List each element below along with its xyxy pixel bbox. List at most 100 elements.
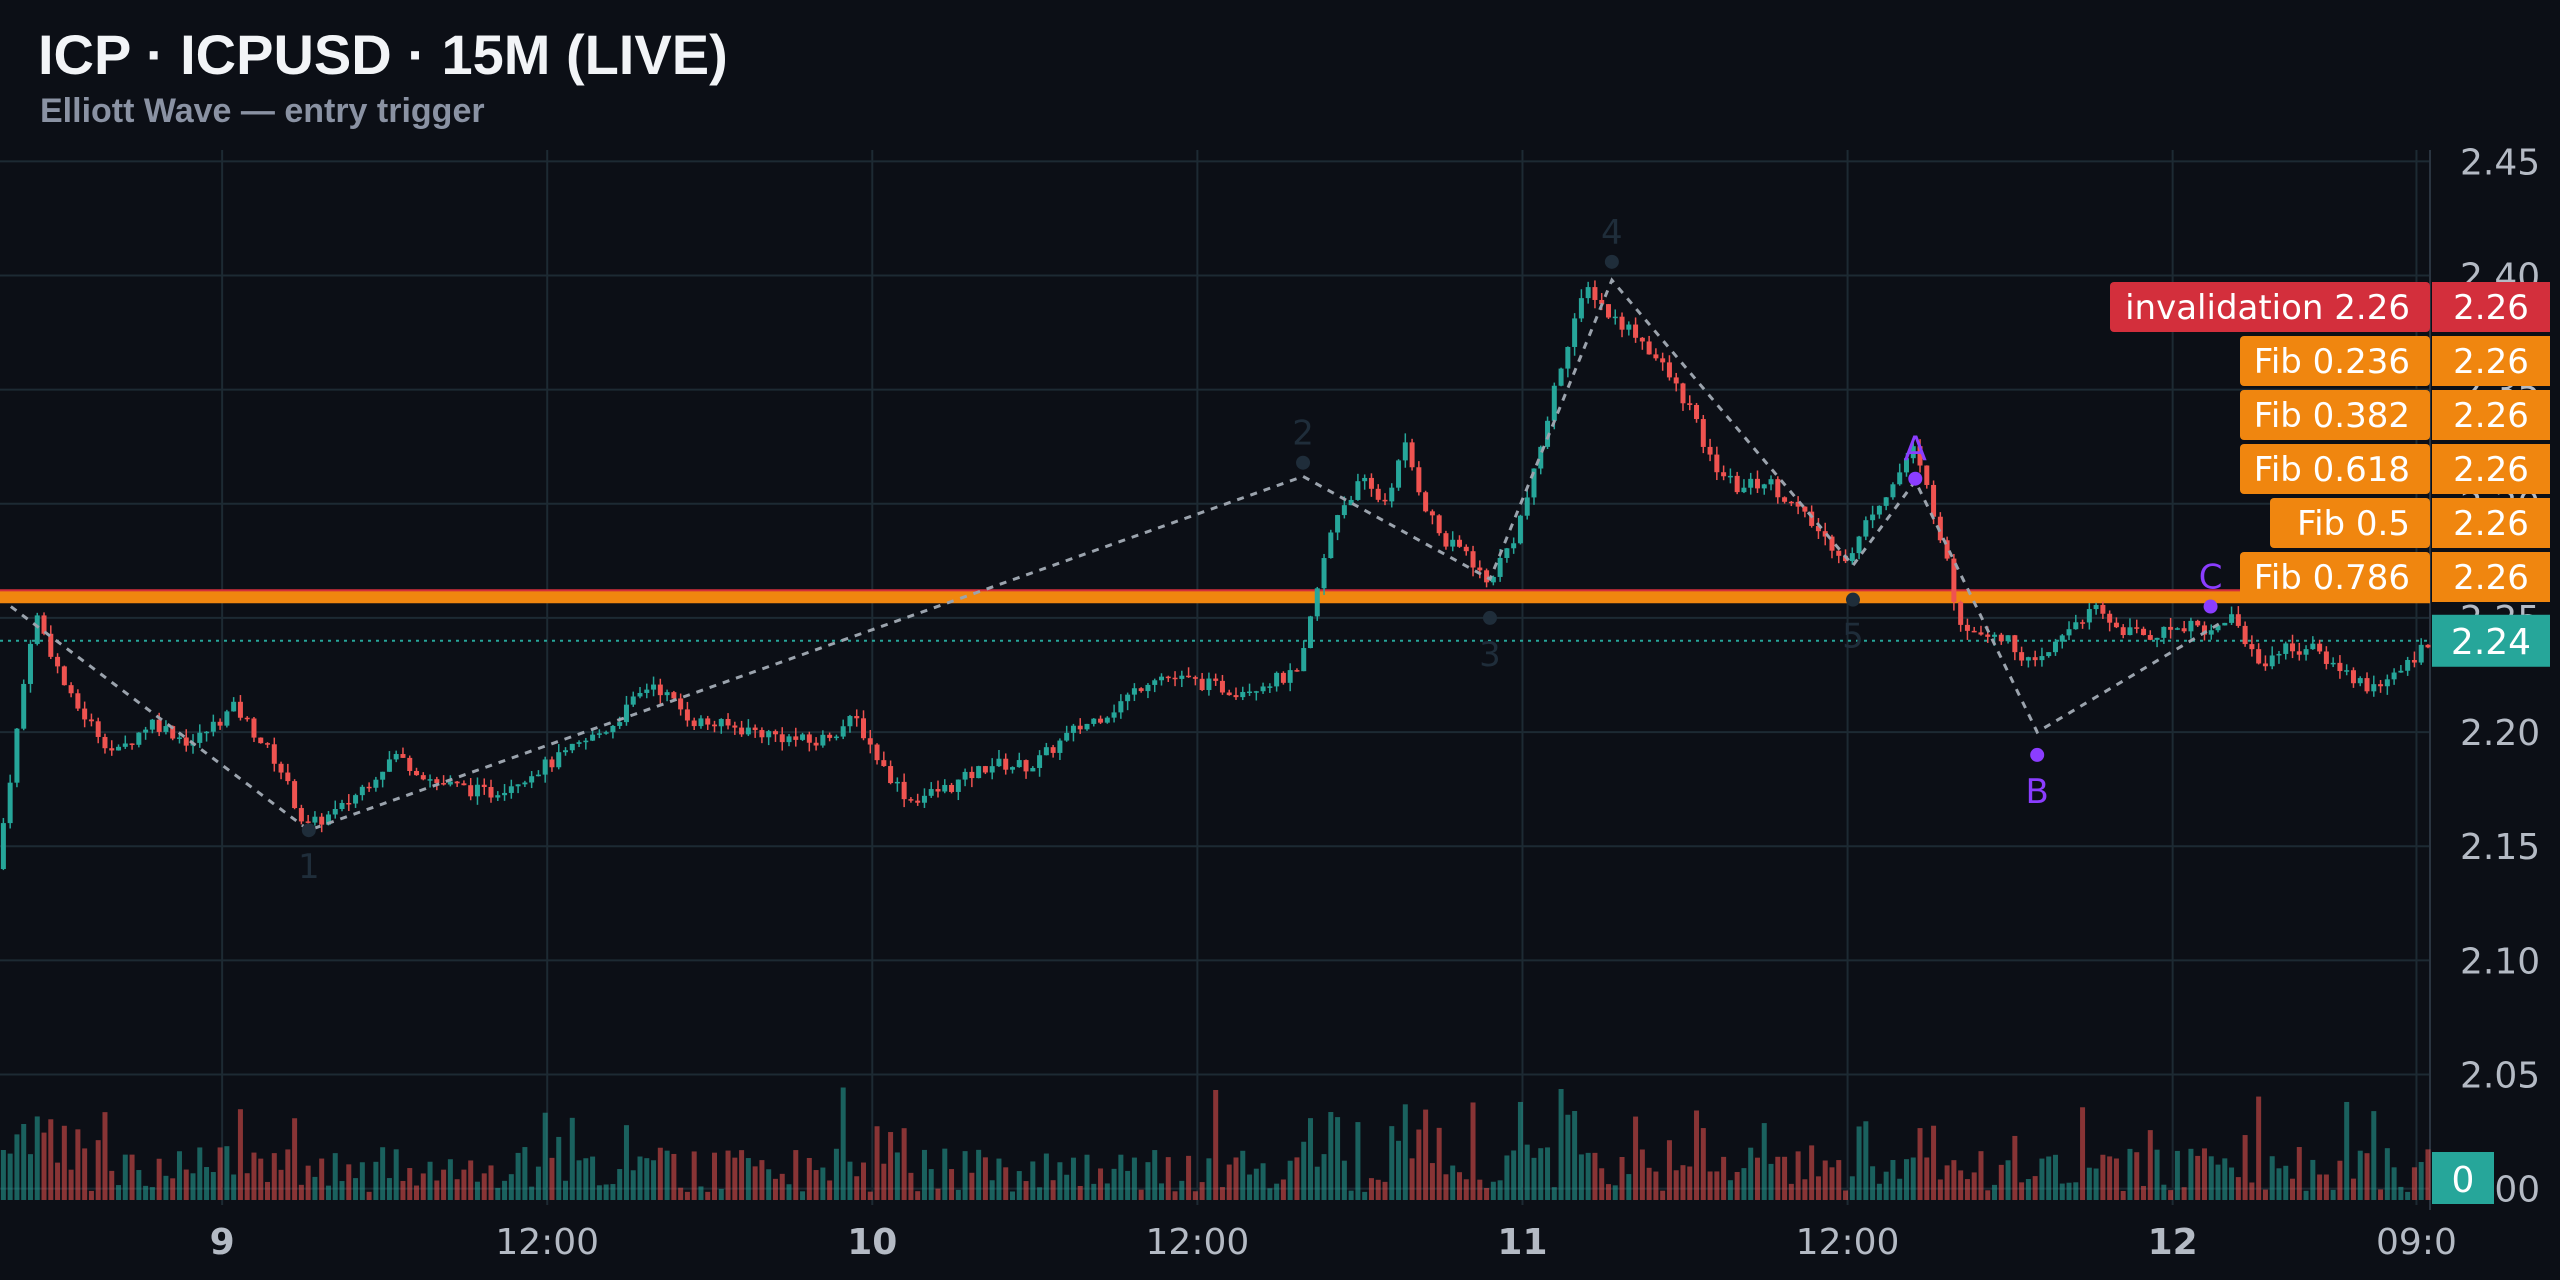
candle-body <box>346 802 352 805</box>
candle-body <box>1809 511 1815 526</box>
candle-body <box>664 692 670 696</box>
volume-bar <box>1944 1165 1950 1200</box>
candle-body <box>2052 641 2058 653</box>
volume-bar <box>1436 1127 1442 1200</box>
volume-bar <box>1504 1155 1510 1200</box>
time-axis[interactable]: 9 12:00 10 12:00 11 12:00 12 09:0 <box>210 1222 2457 1263</box>
candle-body <box>1815 525 1821 532</box>
volume-bar <box>1294 1157 1300 1200</box>
volume-bar <box>2330 1189 2336 1200</box>
candle-body <box>718 718 724 727</box>
volume-bar <box>237 1109 243 1200</box>
candle-body <box>2161 626 2167 638</box>
candle-body <box>1700 419 1706 447</box>
volume-bar <box>353 1178 359 1200</box>
candle-body <box>1023 760 1029 772</box>
volume-bar <box>610 1184 616 1200</box>
volume-bar <box>1084 1154 1090 1200</box>
candle-body <box>752 727 758 731</box>
volume-bar <box>1883 1171 1889 1200</box>
volume-bar <box>935 1188 941 1200</box>
volume-bar <box>1734 1171 1740 1200</box>
volume-bar <box>122 1154 128 1200</box>
volume-bar <box>278 1169 284 1200</box>
candle-body <box>2323 651 2329 664</box>
volume-bar <box>1423 1109 1429 1200</box>
volume-bar <box>1531 1157 1537 1200</box>
wave-label: 5 <box>1842 617 1864 657</box>
candle-body <box>793 736 799 740</box>
candle-body <box>2059 635 2065 642</box>
candle-body <box>495 795 501 798</box>
candle-body <box>2181 628 2187 632</box>
volume-bar <box>454 1179 460 1200</box>
candle-body <box>644 689 650 693</box>
volume-bar <box>1456 1172 1462 1200</box>
volume-bar <box>1247 1174 1253 1200</box>
volume-bar <box>894 1152 900 1200</box>
candle-body <box>2296 651 2302 655</box>
candle-body <box>1727 475 1733 478</box>
volume-bar <box>285 1149 291 1200</box>
candle-body <box>1748 478 1754 488</box>
volume-bar <box>1098 1168 1104 1200</box>
candle-body <box>204 731 210 734</box>
candle-body <box>1660 358 1666 363</box>
candle-body <box>149 719 155 730</box>
candle-body <box>1484 570 1490 583</box>
volume-bar <box>1016 1171 1022 1200</box>
volume-bar <box>75 1129 81 1200</box>
candle-body <box>2229 614 2235 623</box>
candle-body <box>1307 616 1313 649</box>
volume-bar <box>1233 1157 1239 1200</box>
y-tick-label: 2.10 <box>2460 941 2540 982</box>
volume-bar <box>2317 1174 2323 1200</box>
candle-body <box>1233 695 1239 698</box>
candle-body <box>2391 672 2397 680</box>
x-tick-label: 09:0 <box>2376 1222 2457 1263</box>
candle-body <box>170 726 176 739</box>
volume-bar <box>1253 1168 1259 1200</box>
volume-bar <box>752 1166 758 1200</box>
volume-bar <box>136 1170 142 1200</box>
volume-bar <box>143 1185 149 1200</box>
candle-body <box>1924 465 1930 485</box>
volume-bar <box>2141 1185 2147 1200</box>
candle-body <box>1903 458 1909 473</box>
volume-bar <box>1653 1171 1659 1200</box>
candle-body <box>549 759 555 768</box>
volume-bar <box>2411 1167 2417 1200</box>
volume-bar <box>129 1154 135 1200</box>
volume-bar <box>1070 1157 1076 1200</box>
volume-bar <box>1497 1180 1503 1200</box>
volume-bar <box>502 1180 508 1200</box>
volume-bar <box>2384 1148 2390 1200</box>
candle-body <box>1179 675 1185 679</box>
candle-body <box>2262 663 2268 667</box>
candle-body <box>1070 725 1076 733</box>
candle-body <box>2418 644 2424 663</box>
wave-label: 1 <box>298 847 320 887</box>
volume-bar <box>1626 1174 1632 1200</box>
candle-body <box>1565 346 1571 369</box>
candle-body <box>285 772 291 782</box>
volume-bar <box>1328 1112 1334 1200</box>
volume-bar <box>657 1147 663 1200</box>
candle-body <box>1633 324 1639 338</box>
volume-bar <box>305 1165 311 1200</box>
candle-body <box>651 684 657 690</box>
volume-bar <box>2107 1156 2113 1200</box>
volume-bar <box>1429 1163 1435 1200</box>
wave-label: 4 <box>1601 213 1623 253</box>
candle-body <box>1389 487 1395 502</box>
volume-bar <box>1057 1162 1063 1200</box>
volume-tag <box>2432 1152 2494 1204</box>
candle-body <box>1944 540 1950 559</box>
volume-bar <box>596 1185 602 1200</box>
volume-bar <box>346 1164 352 1200</box>
candle-body <box>759 730 765 738</box>
candle-body <box>461 783 467 786</box>
volume-bar <box>630 1170 636 1200</box>
y-tick-label: 2.15 <box>2460 827 2540 868</box>
